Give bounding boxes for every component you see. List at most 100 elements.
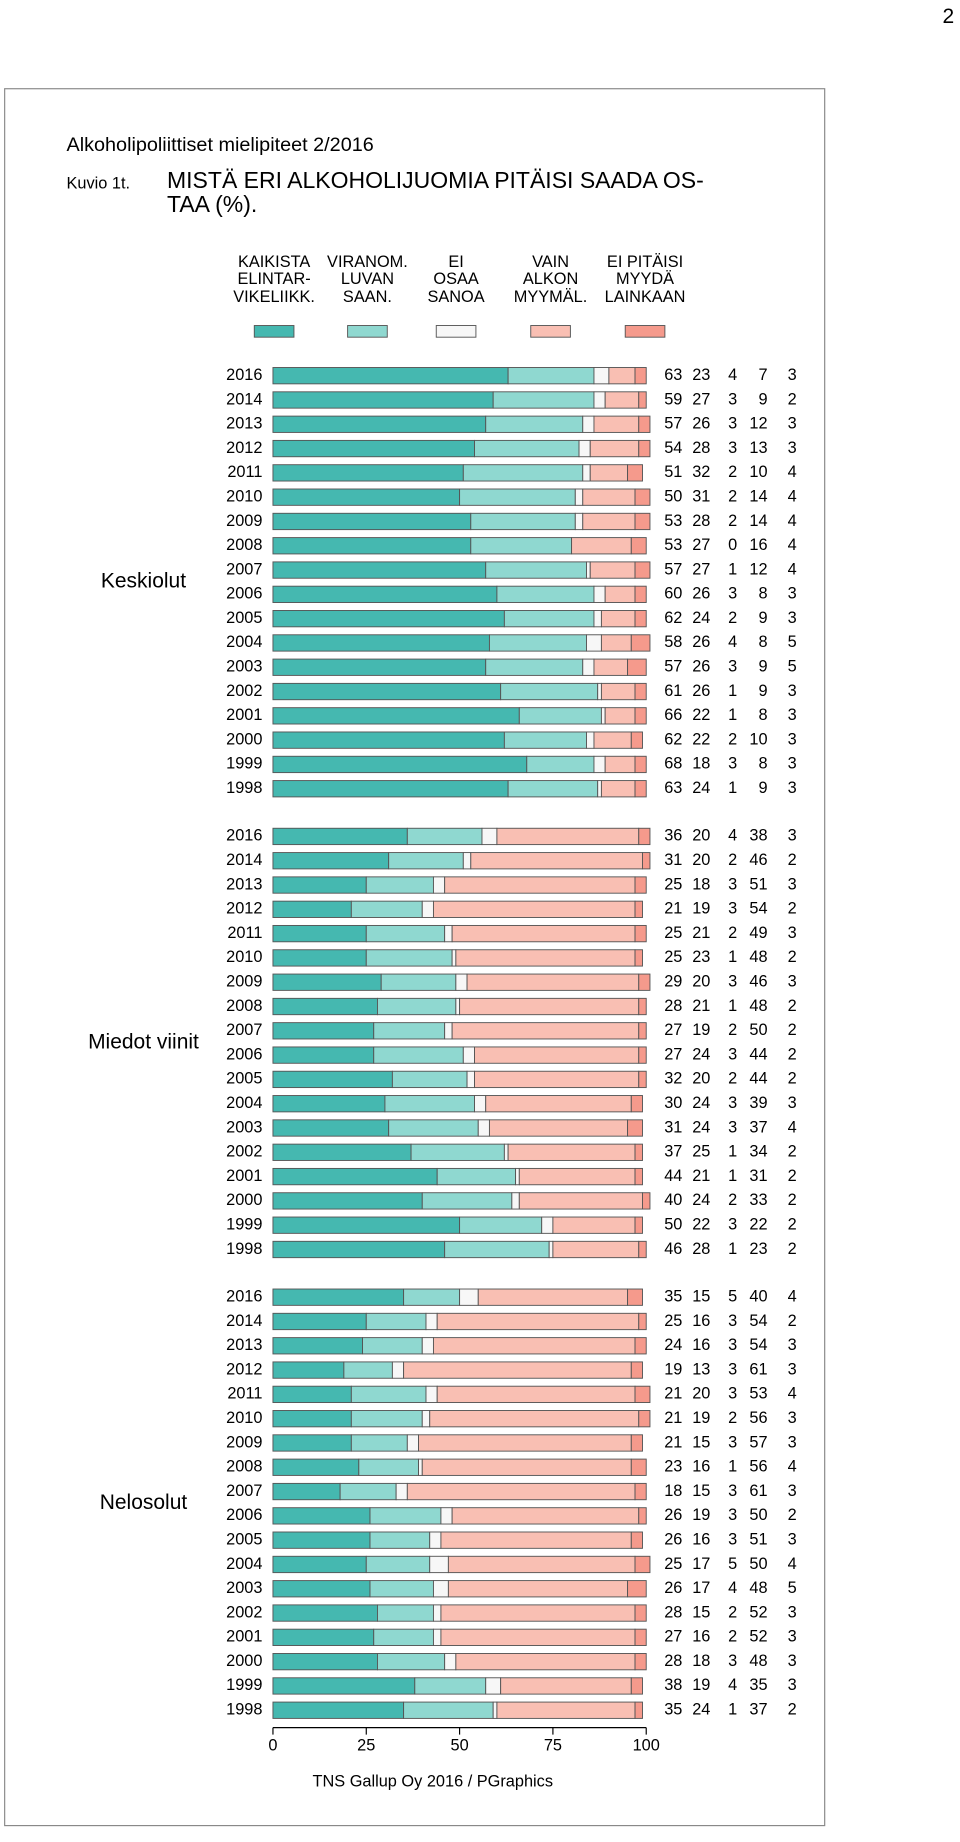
bar-segment [272,1555,367,1574]
value-label: 4 [788,1287,797,1305]
value-label: 3 [728,1482,737,1500]
value-label: 3 [728,755,737,773]
x-tick-label: 25 [357,1737,375,1755]
bar-segment [582,488,636,506]
bar-segment [358,1458,419,1476]
y-tick-label: 1999 [226,1676,262,1694]
bar-segment [485,415,584,433]
bar-segment [455,1653,636,1671]
value-label: 15 [692,1603,710,1621]
bar-segment [272,973,382,991]
value-label: 31 [749,1167,767,1185]
value-label: 57 [749,1433,767,1451]
value-label: 35 [749,1676,767,1694]
bar-segment [634,1337,647,1355]
bar-segment [578,439,591,458]
bar-segment [634,780,647,798]
bar-segment [414,1677,487,1695]
y-tick-label: 2000 [226,730,262,748]
bar-segment [503,1143,509,1161]
bar-segment [272,924,367,943]
value-label: 4 [788,487,797,505]
value-label: 4 [788,463,797,481]
bar-segment [272,852,390,870]
bar-segment [272,488,461,506]
value-label: 31 [664,1118,682,1136]
bar-segment [365,924,446,943]
value-label: 29 [664,973,682,991]
value-label: 50 [749,1021,767,1039]
value-label: 51 [664,463,682,481]
bar-segment [638,827,651,846]
value-label: 26 [692,682,710,700]
page-number: 2 [942,5,954,28]
bar-segment [272,755,528,774]
bar-segment [462,1046,475,1064]
value-label: 0 [728,536,737,554]
bar-segment [470,852,643,870]
y-tick-label: 2006 [226,585,262,603]
value-label: 51 [749,875,767,893]
value-label: 18 [692,875,710,893]
bar-segment [634,949,643,967]
value-label: 18 [692,1652,710,1670]
value-label: 2 [788,1045,797,1063]
y-tick-label: 2010 [226,487,262,505]
bar-segment [272,876,367,894]
y-tick-label: 2011 [227,924,262,942]
value-label: 20 [692,973,710,991]
value-label: 56 [749,1409,767,1427]
bar-segment [339,1482,397,1501]
bar-segment [593,731,632,749]
value-label: 3 [728,1385,737,1403]
bar-segment [272,1531,371,1549]
value-label: 3 [788,439,797,457]
value-label: 2 [728,487,737,505]
bar-segment [343,1361,393,1379]
bar-segment [440,1507,453,1525]
value-label: 4 [788,560,797,578]
value-label: 62 [664,730,682,748]
value-label: 39 [749,1094,767,1112]
bar-segment [272,1192,423,1210]
bar-segment [582,512,636,531]
y-tick-label: 2014 [226,851,262,869]
value-label: 17 [692,1555,710,1573]
value-label: 1 [728,682,737,700]
value-label: 3 [788,1360,797,1378]
bar-segment [466,1070,475,1089]
bar-segment [593,610,602,628]
value-label: 21 [664,1385,682,1403]
bar-segment [440,1531,632,1549]
bar-segment [485,561,587,579]
value-label: 24 [692,1191,710,1209]
value-label: 8 [758,706,767,724]
value-label: 3 [728,1094,737,1112]
bar-segment [391,1070,468,1089]
value-label: 24 [692,1045,710,1063]
bar-segment [272,707,520,725]
bar-segment [272,1046,375,1064]
bar-segment [444,876,636,894]
value-label: 1 [728,779,737,797]
y-tick-label: 2013 [226,1336,262,1354]
bar-segment [272,780,509,798]
value-label: 15 [692,1287,710,1305]
bar-segment [634,1555,651,1574]
bar-segment [459,1216,543,1234]
bar-segment [418,1458,423,1476]
value-label: 2 [788,1701,797,1719]
value-label: 3 [788,585,797,603]
value-label: 4 [788,1458,797,1476]
bar-segment [608,367,636,385]
value-label: 27 [664,1628,682,1646]
value-label: 2 [788,900,797,918]
bar-segment [593,391,606,409]
bar-segment [432,1337,636,1355]
bar-segment [365,1312,427,1331]
group-label: Keskiolut [101,570,186,593]
bar-segment [272,1022,375,1040]
bar-segment [272,634,490,652]
value-label: 27 [692,560,710,578]
bar-segment [593,367,610,385]
